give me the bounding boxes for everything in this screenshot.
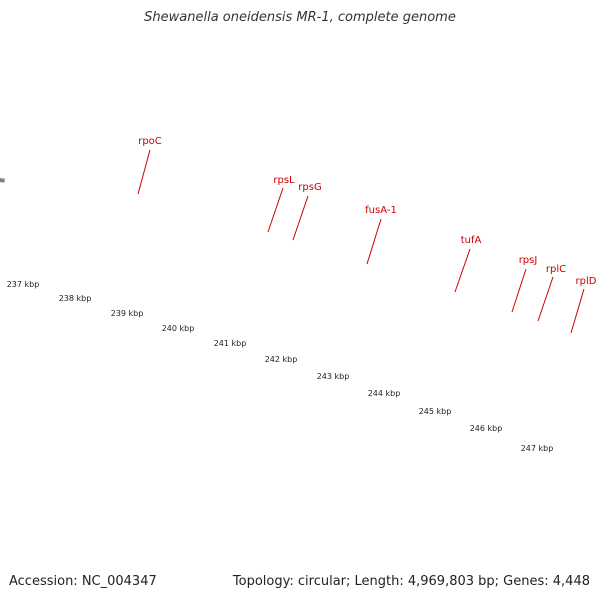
- gene-label-rpsg: rpsG: [298, 182, 321, 193]
- gene-leader-line: [137, 149, 151, 195]
- scale-label: 242 kbp: [265, 355, 298, 364]
- gene-label-rpoc: rpoC: [138, 136, 162, 147]
- scale-label: 245 kbp: [419, 407, 452, 416]
- gene-label-rplc: rplC: [546, 264, 566, 275]
- gene-leader-line: [537, 276, 554, 322]
- gene-leader-line: [511, 268, 527, 313]
- accession-text: Accession: NC_004347: [9, 574, 157, 589]
- scale-label: 247 kbp: [521, 444, 554, 453]
- gene-leader-line: [292, 195, 309, 241]
- gene-leader-line: [366, 218, 382, 265]
- scale-label: 246 kbp: [470, 424, 503, 433]
- gene-label-tufa: tufA: [461, 235, 482, 246]
- genome-summary-text: Topology: circular; Length: 4,969,803 bp…: [232, 574, 590, 589]
- scale-label: 241 kbp: [214, 339, 247, 348]
- scale-label: 243 kbp: [317, 372, 350, 381]
- scale-label: 244 kbp: [368, 389, 401, 398]
- gene-leader-line: [267, 187, 284, 233]
- backbone-track: [0, 177, 5, 183]
- gene-label-rpsj: rpsJ: [519, 255, 538, 266]
- gene-label-rpld: rplD: [576, 276, 597, 287]
- scale-labels: 237 kbp 238 kbp 239 kbp 240 kbp 241 kbp 242 k…: [7, 280, 554, 453]
- map-title: Shewanella oneidensis MR-1, complete gen…: [144, 10, 456, 25]
- gene-leader-line: [570, 288, 585, 334]
- gene-label-rpsl: rpsL: [273, 175, 295, 186]
- scale-label: 239 kbp: [111, 309, 144, 318]
- gene-label-fusa-1: fusA-1: [365, 205, 397, 216]
- scale-label: 240 kbp: [162, 324, 195, 333]
- gene-leader-line: [454, 248, 471, 293]
- scale-label: 237 kbp: [7, 280, 40, 289]
- backbone-line: [0, 178, 5, 183]
- scale-label: 238 kbp: [59, 294, 92, 303]
